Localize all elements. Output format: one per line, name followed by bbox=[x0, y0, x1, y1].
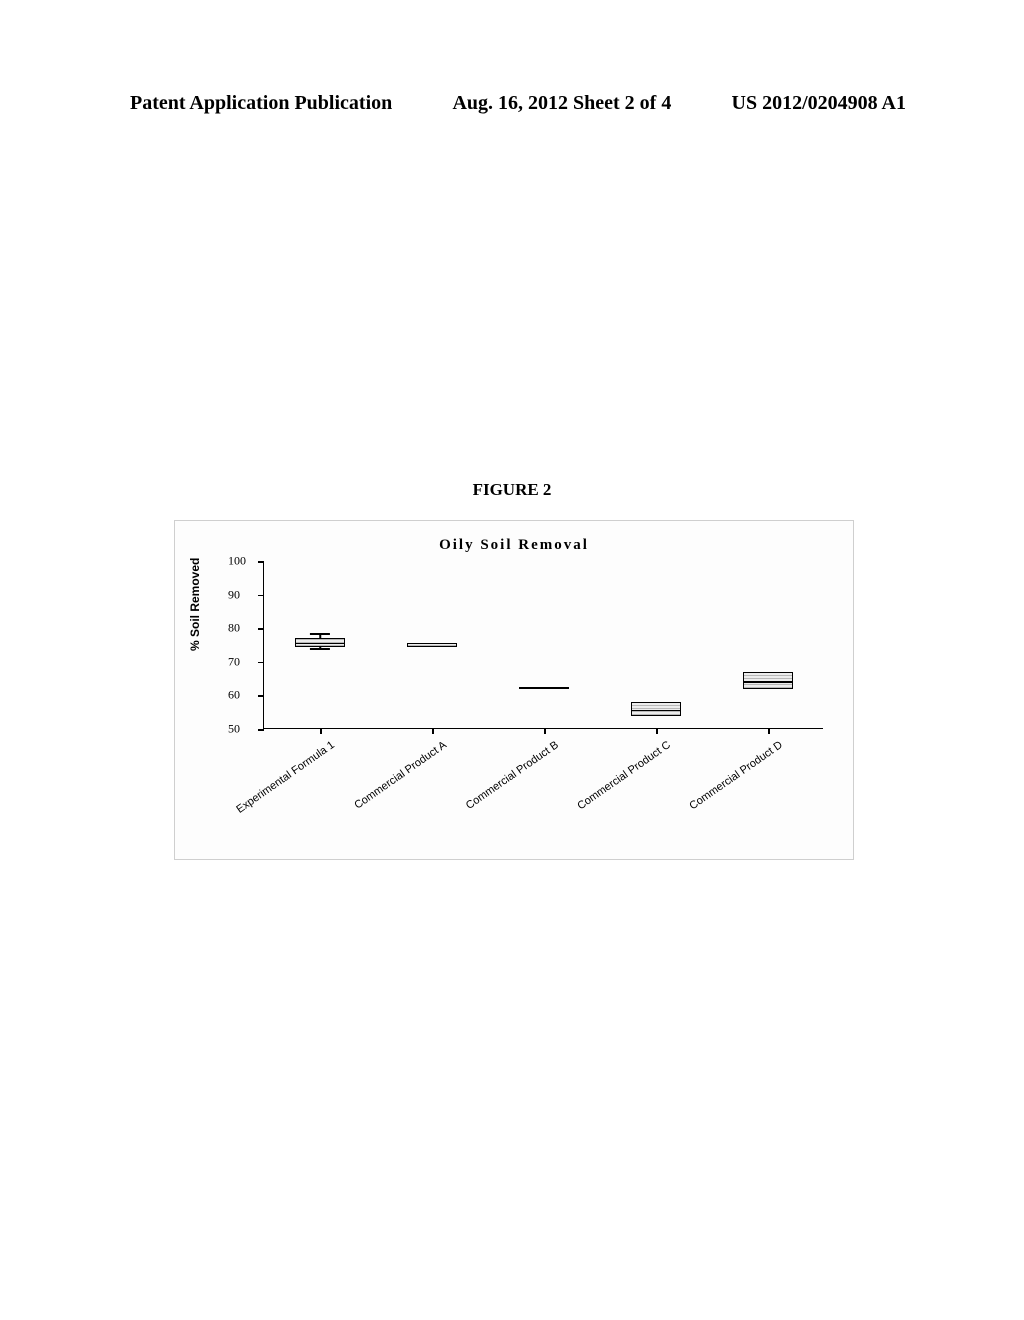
header-right: US 2012/0204908 A1 bbox=[732, 92, 906, 115]
median-line bbox=[632, 710, 680, 712]
y-tick bbox=[258, 561, 264, 563]
median-line bbox=[296, 643, 344, 645]
x-tick-label: Commercial Product C bbox=[551, 739, 673, 829]
median-line bbox=[744, 681, 792, 683]
header-left: Patent Application Publication bbox=[130, 92, 392, 115]
y-tick bbox=[258, 662, 264, 664]
chart-title: Oily Soil Removal bbox=[175, 537, 853, 554]
x-tick bbox=[320, 728, 322, 734]
x-tick-label: Commercial Product D bbox=[663, 739, 785, 829]
plot-area: 5060708090100Experimental Formula 1Comme… bbox=[263, 561, 823, 729]
median-line bbox=[408, 646, 456, 648]
x-tick-label: Commercial Product A bbox=[327, 739, 449, 829]
x-tick bbox=[768, 728, 770, 734]
y-tick-label: 100 bbox=[228, 554, 246, 569]
x-tick-label: Commercial Product B bbox=[439, 739, 561, 829]
header-center: Aug. 16, 2012 Sheet 2 of 4 bbox=[452, 92, 671, 115]
y-tick-label: 70 bbox=[228, 654, 240, 669]
box-marker bbox=[407, 643, 457, 646]
box-marker bbox=[743, 672, 793, 689]
y-tick-label: 50 bbox=[228, 722, 240, 737]
box-marker bbox=[295, 638, 345, 646]
y-tick bbox=[258, 695, 264, 697]
y-tick bbox=[258, 595, 264, 597]
x-tick-label: Experimental Formula 1 bbox=[215, 739, 337, 829]
box-marker bbox=[519, 687, 569, 689]
y-tick-label: 60 bbox=[228, 688, 240, 703]
x-tick bbox=[432, 728, 434, 734]
y-tick bbox=[258, 729, 264, 731]
chart-container: Oily Soil Removal % Soil Removed 5060708… bbox=[174, 520, 854, 860]
x-tick bbox=[544, 728, 546, 734]
whisker-cap bbox=[310, 633, 330, 635]
y-axis-label: % Soil Removed bbox=[188, 558, 202, 651]
y-tick bbox=[258, 628, 264, 630]
page-header: Patent Application Publication Aug. 16, … bbox=[0, 92, 1024, 115]
whisker-cap bbox=[310, 648, 330, 650]
y-tick-label: 80 bbox=[228, 621, 240, 636]
box-marker bbox=[631, 702, 681, 715]
y-tick-label: 90 bbox=[228, 587, 240, 602]
x-tick bbox=[656, 728, 658, 734]
figure-caption: FIGURE 2 bbox=[0, 480, 1024, 500]
